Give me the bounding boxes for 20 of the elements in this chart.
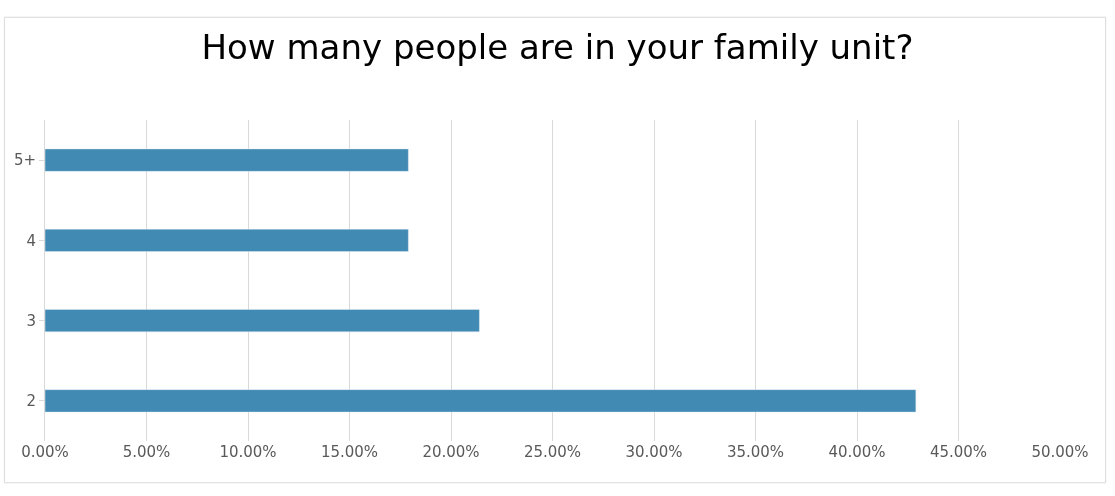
x-tick-label: 35.00%	[726, 443, 785, 461]
x-tick-label: 30.00%	[625, 443, 683, 461]
x-tick-label: 15.00%	[320, 443, 379, 461]
y-tick-label: 4	[26, 231, 36, 250]
bar	[45, 389, 917, 413]
x-tick-label: 10.00%	[219, 443, 277, 461]
y-tick-label: 3	[26, 311, 36, 330]
x-tick-label: 25.00%	[523, 443, 582, 461]
bar	[45, 309, 480, 333]
x-tick-label: 45.00%	[929, 443, 988, 461]
y-tick-label: 2	[26, 392, 36, 411]
x-tick-label: 40.00%	[828, 443, 886, 461]
chart-title: How many people are in your family unit?	[201, 26, 914, 67]
bar	[45, 148, 409, 172]
bar	[45, 228, 409, 252]
x-tick-label: 50.00%	[1031, 443, 1089, 461]
y-tick-label: 5+	[13, 151, 36, 170]
x-tick-label: 20.00%	[422, 443, 480, 461]
x-tick-label: 0.00%	[21, 443, 69, 461]
x-tick-label: 5.00%	[122, 443, 171, 461]
